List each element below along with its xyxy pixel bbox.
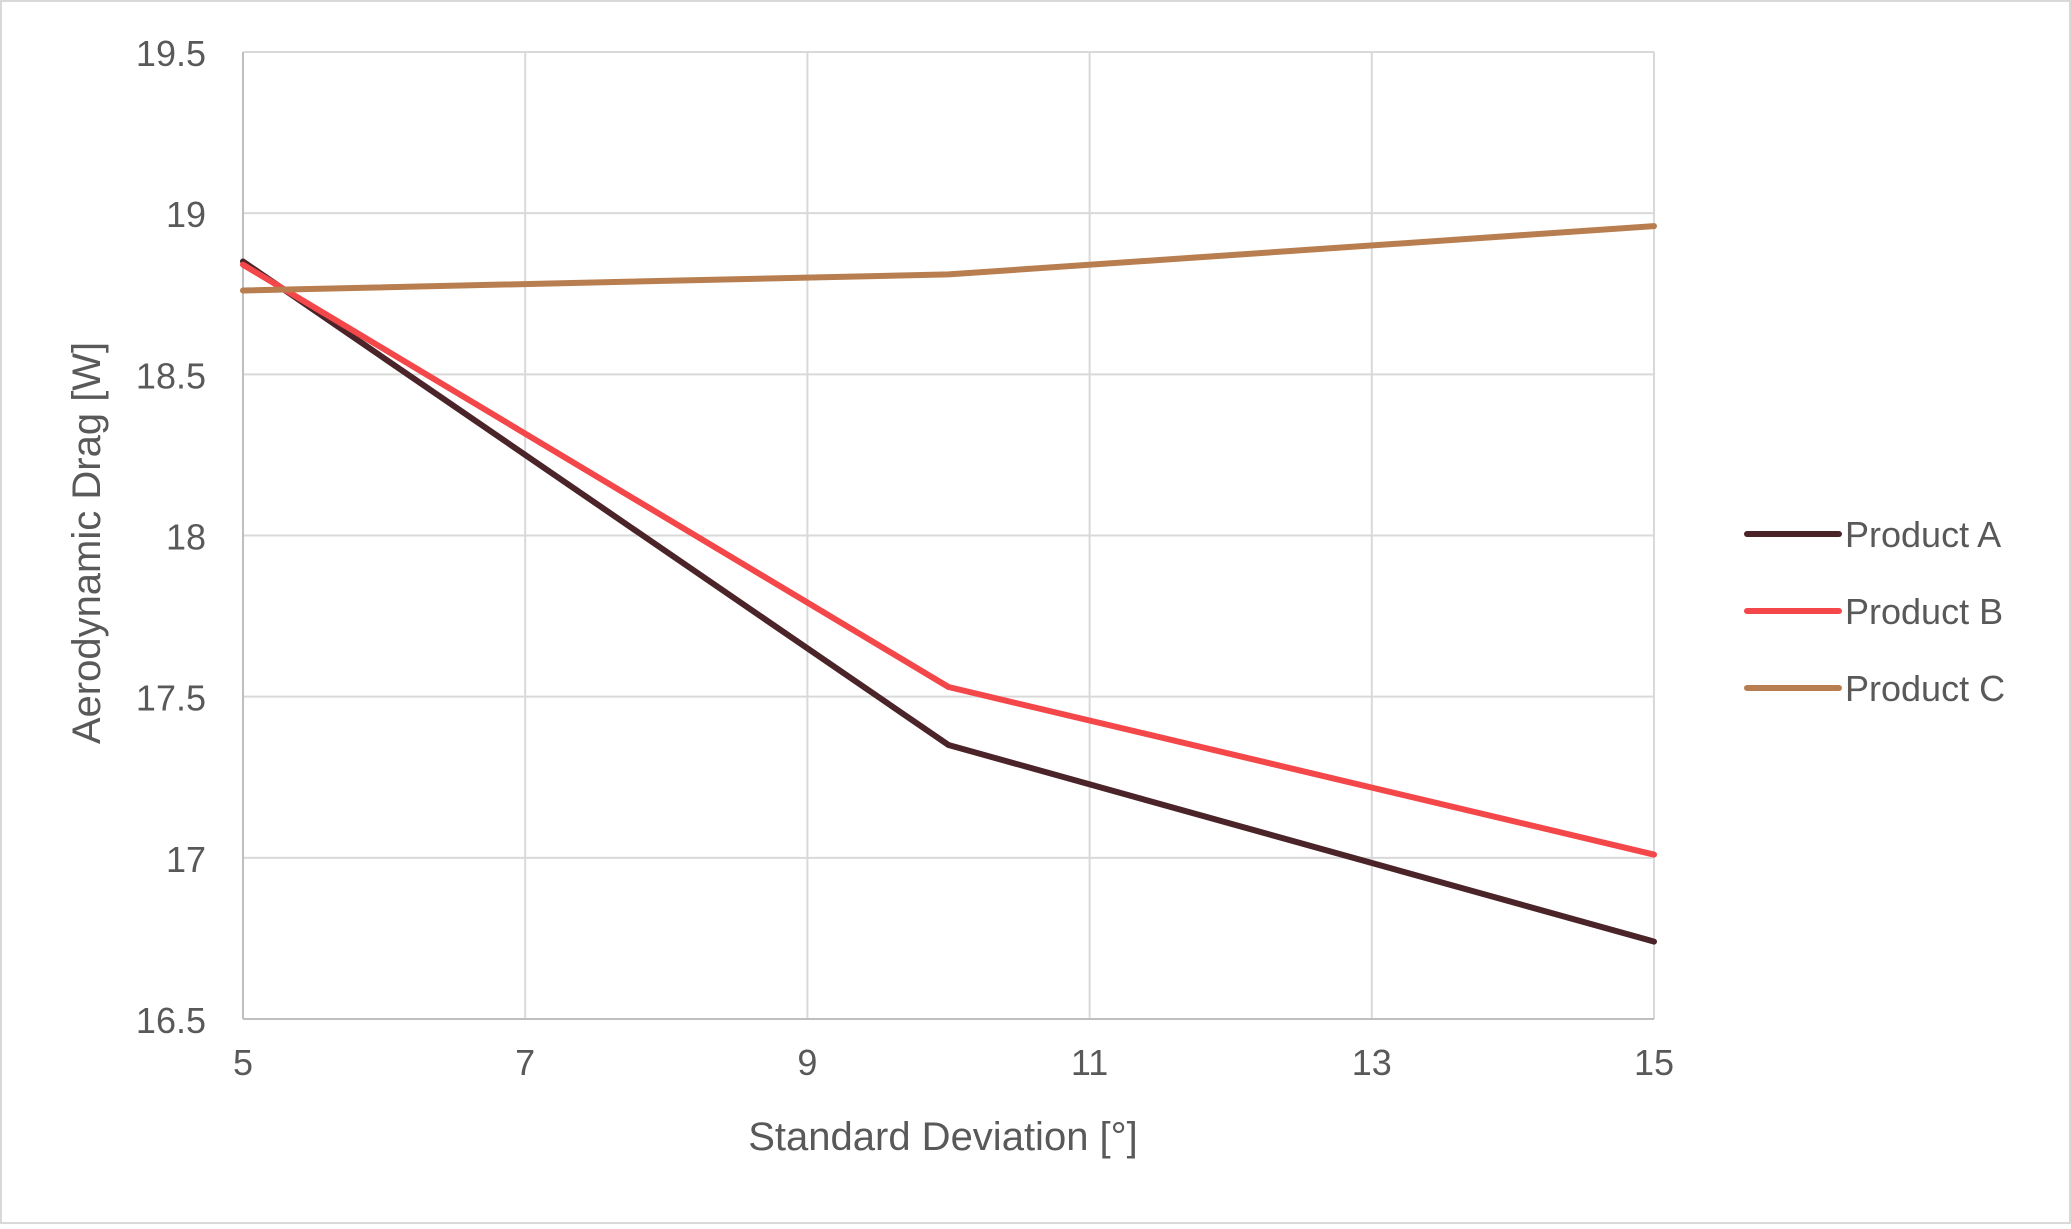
x-tick-label: 7 — [515, 1042, 535, 1083]
legend-label: Product B — [1845, 591, 2003, 632]
y-tick-labels: 16.5 17 17.5 18 18.5 19 19.5 — [136, 33, 206, 1041]
y-tick-label: 19.5 — [136, 33, 206, 74]
y-axis-title: Aerodynamic Drag [W] — [65, 342, 109, 744]
x-tick-labels: 5 7 9 11 13 15 — [233, 1042, 1674, 1083]
x-tick-label: 5 — [233, 1042, 253, 1083]
y-tick-label: 18 — [166, 517, 206, 558]
axes — [242, 52, 1654, 1020]
y-tick-label: 17.5 — [136, 678, 206, 719]
legend-label: Product C — [1845, 668, 2005, 709]
gridlines — [243, 51, 1655, 1019]
y-tick-label: 17 — [166, 839, 206, 880]
series-line-product-b — [240, 261, 1657, 858]
x-tick-label: 15 — [1634, 1042, 1674, 1083]
series-line-product-c — [240, 223, 1657, 294]
x-tick-label: 9 — [797, 1042, 817, 1083]
legend-label: Product A — [1845, 514, 2001, 555]
y-tick-label: 18.5 — [136, 355, 206, 396]
y-tick-label: 19 — [166, 194, 206, 235]
series-lines — [240, 223, 1657, 945]
y-tick-label: 16.5 — [136, 1000, 206, 1041]
x-tick-label: 11 — [1071, 1042, 1108, 1083]
x-axis-title: Standard Deviation [°] — [748, 1115, 1138, 1159]
legend: Product A Product B Product C — [1744, 514, 2005, 709]
x-tick-label: 13 — [1352, 1042, 1392, 1083]
series-line-product-a — [240, 258, 1657, 945]
